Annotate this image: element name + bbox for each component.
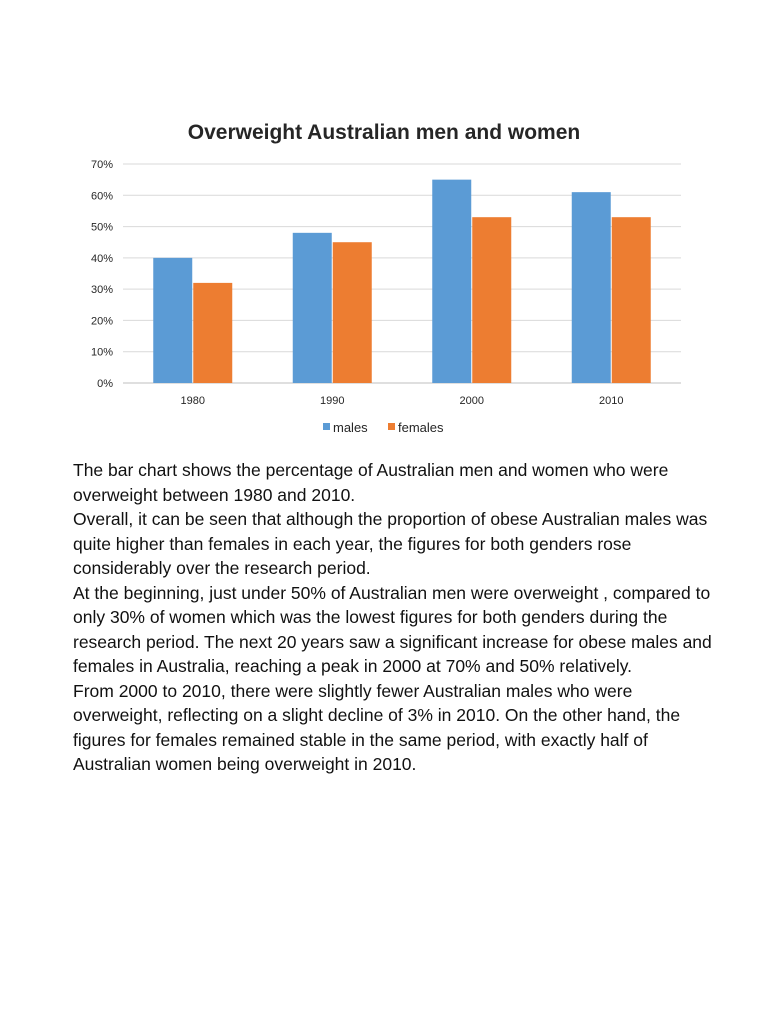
bar-females-2010 — [611, 217, 651, 383]
legend-swatch-females — [388, 423, 395, 430]
legend-label-females: females — [398, 420, 444, 435]
bar-males-1980 — [153, 257, 193, 383]
bars — [153, 179, 651, 383]
chart-svg: Overweight Australian men and women 0% 10… — [91, 121, 681, 435]
legend-label-males: males — [333, 420, 368, 435]
legend-swatch-males — [323, 423, 330, 430]
bar-chart: Overweight Australian men and women 0% 10… — [0, 0, 768, 450]
x-tick-label: 2000 — [460, 395, 484, 407]
bar-males-1990 — [292, 232, 332, 383]
y-tick-label: 40% — [91, 253, 113, 265]
y-tick-label: 50% — [91, 222, 113, 234]
essay-paragraph-body-2: From 2000 to 2010, there were slightly f… — [73, 680, 681, 775]
essay-paragraph-intro: The bar chart shows the percentage of Au… — [73, 460, 669, 505]
y-tick-label: 70% — [91, 159, 113, 171]
y-tick-label: 10% — [91, 347, 113, 359]
essay-paragraph-overview: Overall, it can be seen that although th… — [73, 509, 708, 578]
x-tick-label: 1990 — [320, 395, 344, 407]
bar-males-2000 — [432, 179, 472, 383]
y-tick-label: 20% — [91, 315, 113, 327]
legend: males females — [323, 420, 444, 435]
x-axis-ticks: 1980 1990 2000 2010 — [181, 395, 624, 407]
x-tick-label: 2010 — [599, 395, 623, 407]
essay-text: The bar chart shows the percentage of Au… — [73, 458, 713, 777]
y-tick-label: 30% — [91, 284, 113, 296]
x-tick-label: 1980 — [181, 395, 205, 407]
y-axis-ticks: 0% 10% 20% 30% 40% 50% 60% 70% — [91, 159, 113, 390]
chart-title: Overweight Australian men and women — [188, 121, 580, 144]
bar-males-2010 — [571, 192, 611, 383]
bar-females-1990 — [332, 242, 372, 383]
y-tick-label: 60% — [91, 190, 113, 202]
essay-paragraph-body-1: At the beginning, just under 50% of Aust… — [73, 582, 712, 677]
bar-females-2000 — [472, 217, 512, 383]
bar-females-1980 — [193, 282, 233, 383]
y-tick-label: 0% — [97, 378, 113, 390]
